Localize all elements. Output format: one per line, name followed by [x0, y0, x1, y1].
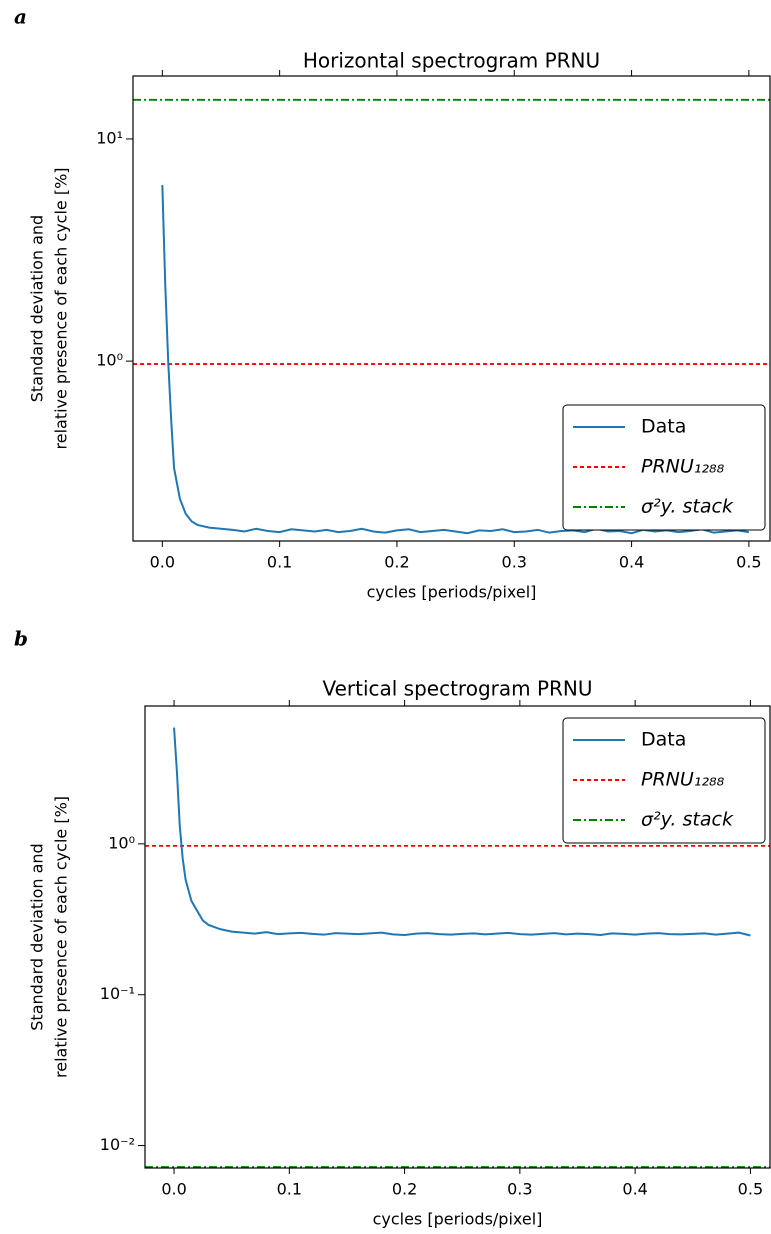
x-tick-label: 0.3 — [507, 1180, 532, 1199]
x-axis-label: cycles [periods/pixel] — [373, 1210, 543, 1229]
x-tick-label: 0.5 — [736, 553, 761, 572]
x-tick-label: 0.4 — [622, 1180, 647, 1199]
legend-box — [562, 717, 766, 844]
x-tick-label: 0.0 — [150, 553, 175, 572]
x-tick-label: 0.1 — [267, 553, 292, 572]
chart-title: Vertical spectrogram PRNU — [322, 677, 592, 701]
x-tick-label: 0.1 — [277, 1180, 302, 1199]
legend-box — [562, 404, 766, 531]
plot-frame — [144, 705, 771, 1169]
panel-label: a — [14, 5, 27, 29]
panel-label: b — [14, 627, 28, 651]
y-tick-label: 10⁻² — [100, 1135, 135, 1154]
legend: Data PRNU₁₂₈₈ σ²y. stack — [562, 717, 766, 844]
x-tick-label: 0.2 — [392, 1180, 417, 1199]
y-axis-label: Standard deviation and — [28, 843, 47, 1030]
y-tick-label: 10⁻¹ — [100, 984, 135, 1003]
y-tick-label: 10¹ — [96, 128, 123, 147]
legend-label: PRNU₁₂₈₈ — [641, 456, 725, 478]
x-tick-label: 0.0 — [161, 1180, 186, 1199]
y-tick-label: 10⁰ — [96, 351, 123, 370]
plot-frame — [132, 75, 771, 542]
data-line — [173, 727, 751, 937]
y-tick-label: 10⁰ — [108, 833, 135, 852]
chart-title: Horizontal spectrogram PRNU — [303, 49, 600, 73]
x-tick-label: 0.3 — [502, 553, 527, 572]
y-axis-label: Standard deviation and — [28, 215, 47, 402]
legend-label: σ²y. stack — [641, 496, 734, 518]
x-axis-label: cycles [periods/pixel] — [367, 583, 537, 602]
legend-label: σ²y. stack — [641, 809, 734, 831]
x-tick-label: 0.4 — [619, 553, 644, 572]
legend-label: Data — [641, 729, 686, 751]
x-tick-label: 0.2 — [384, 553, 409, 572]
y-axis-label: relative presence of each cycle [%] — [52, 796, 71, 1078]
y-axis-label: relative presence of each cycle [%] — [52, 167, 71, 449]
legend-label: Data — [641, 416, 686, 438]
legend: Data PRNU₁₂₈₈ σ²y. stack — [562, 404, 766, 531]
legend-label: PRNU₁₂₈₈ — [641, 769, 725, 791]
x-tick-label: 0.5 — [738, 1180, 763, 1199]
